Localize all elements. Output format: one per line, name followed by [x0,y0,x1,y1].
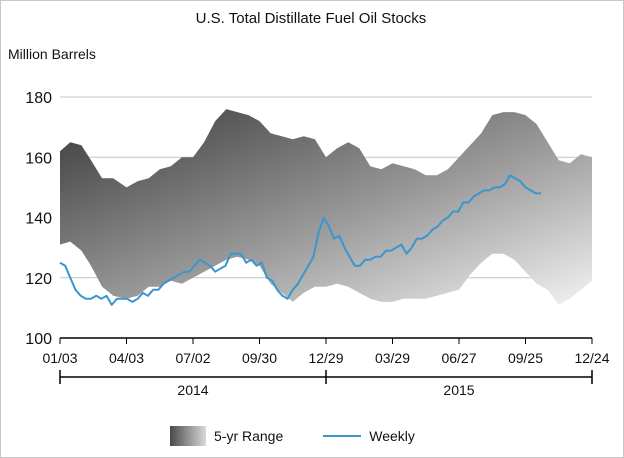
band-layer [60,109,592,305]
year-label-2015: 2015 [443,382,474,398]
legend-range-swatch [170,426,206,446]
x-tick-label: 03/29 [375,350,410,366]
year-label-2014: 2014 [177,382,208,398]
legend: 5-yr Range Weekly [170,425,415,447]
y-tick-label: 140 [25,211,52,228]
y-tick-label: 100 [25,331,52,348]
x-tick-label: 12/24 [574,350,609,366]
x-tick-label: 01/03 [42,350,77,366]
range-band [60,109,592,305]
legend-weekly-label: Weekly [369,428,415,444]
x-tick-label: 12/29 [308,350,343,366]
y-tick-label: 120 [25,271,52,288]
y-tick-label: 180 [25,90,52,107]
x-tick-label: 07/02 [175,350,210,366]
y-tick-label: 160 [25,150,52,167]
x-tick-label: 06/27 [441,350,476,366]
plot-area: 100 120 140 160 180 01/03 04/03 07/02 09/30 12/29… [0,0,624,458]
legend-weekly-swatch [323,435,361,437]
x-tick-label: 04/03 [109,350,144,366]
x-tick-label: 09/25 [508,350,543,366]
legend-range-label: 5-yr Range [214,428,283,444]
x-tick-label: 09/30 [242,350,277,366]
